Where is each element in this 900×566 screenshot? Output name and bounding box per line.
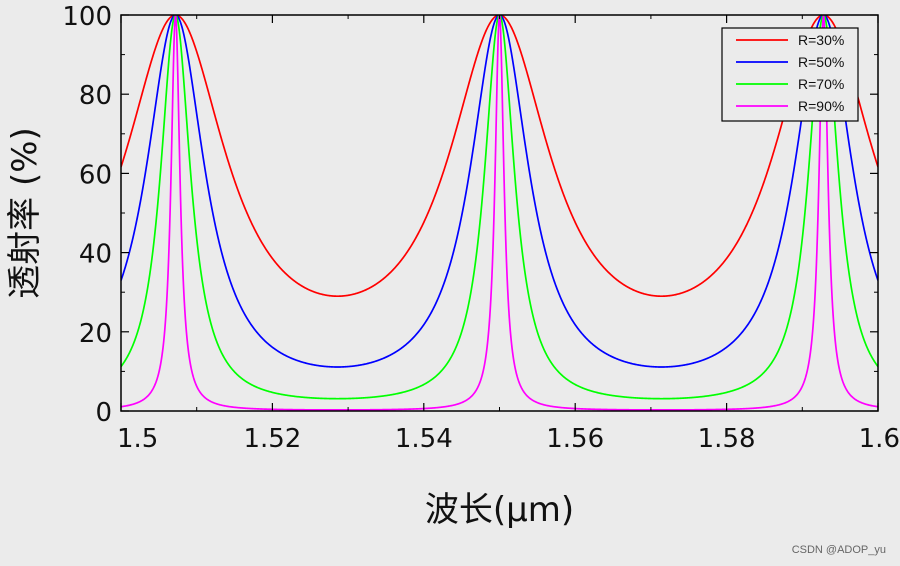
x-tick-label-2: 1.54 (395, 424, 453, 454)
y-tick-label-1: 20 (79, 319, 112, 349)
series-line-3 (121, 15, 878, 411)
y-tick-label-4: 80 (79, 81, 112, 111)
x-tick-label-0: 1.5 (117, 424, 158, 454)
x-tick-label-4: 1.58 (698, 424, 756, 454)
y-axis-label: 透射率 (%) (5, 127, 45, 299)
y-tick-label-3: 60 (79, 160, 112, 190)
x-tick-label-1: 1.52 (243, 424, 301, 454)
legend-label-0: R=30% (798, 32, 844, 48)
legend-label-2: R=70% (798, 76, 844, 92)
x-axis: 1.5 1.52 1.54 1.56 1.58 1.6 (117, 15, 900, 454)
series-line-0 (121, 15, 878, 298)
legend: R=30% R=50% R=70% R=90% (721, 27, 859, 122)
legend-label-3: R=90% (798, 98, 844, 114)
x-axis-label: 波长(μm) (425, 490, 574, 530)
x-tick-label-5: 1.6 (859, 424, 900, 454)
y-tick-label-0: 0 (95, 398, 112, 428)
series-line-2 (121, 15, 878, 400)
watermark: CSDN @ADOP_yu (792, 544, 886, 556)
y-axis: 0 20 40 60 80 100 (62, 2, 878, 428)
legend-label-1: R=50% (798, 54, 844, 70)
series-line-1 (121, 15, 878, 368)
x-tick-label-3: 1.56 (546, 424, 604, 454)
y-tick-label-2: 40 (79, 240, 112, 270)
curves (121, 15, 878, 411)
y-tick-label-5: 100 (62, 2, 112, 32)
